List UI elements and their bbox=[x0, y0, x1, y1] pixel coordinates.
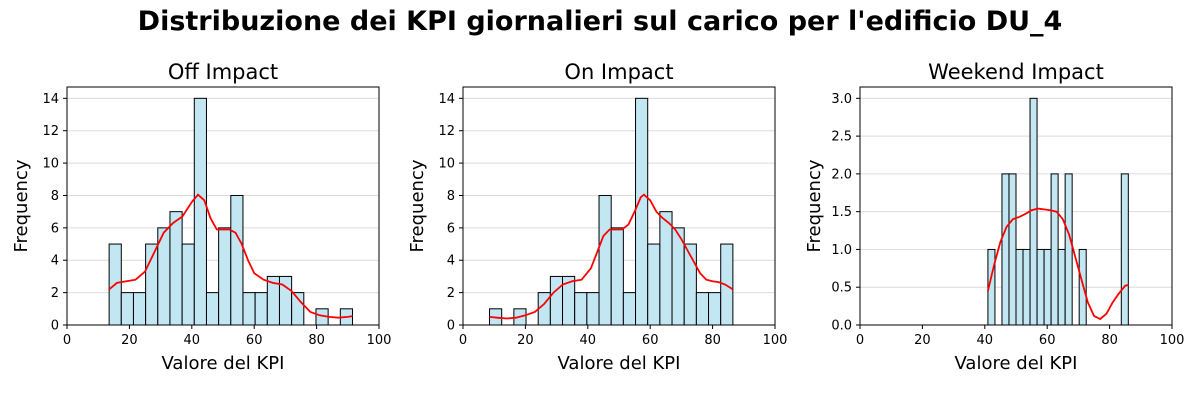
y-tick-label: 10 bbox=[42, 157, 59, 172]
figure-title: Distribuzione dei KPI giornalieri sul ca… bbox=[138, 6, 1063, 37]
histogram-bar bbox=[1001, 173, 1010, 326]
y-tick-label: 1.5 bbox=[831, 205, 852, 220]
histogram-bar bbox=[622, 292, 637, 326]
panel-title: Off Impact bbox=[168, 60, 278, 84]
y-tick-label: 2 bbox=[51, 286, 59, 301]
chart-panel-2: 0 20 40 60 80 100 0 2 4 6 8 10 12 14 On Impact Valore d… bbox=[407, 60, 787, 374]
histogram-bar bbox=[1064, 173, 1073, 326]
y-tick-label: 2 bbox=[447, 286, 455, 301]
x-tick-label: 60 bbox=[1039, 333, 1056, 348]
y-tick-label: 8 bbox=[447, 189, 455, 204]
y-tick-label: 8 bbox=[51, 189, 59, 204]
histogram-bar bbox=[1015, 248, 1024, 326]
chart-panel-1: 0 20 40 60 80 100 0 2 4 6 8 10 12 14 Off Impact Valore … bbox=[11, 60, 391, 374]
y-axis-label: Frequency bbox=[804, 159, 825, 252]
histogram-bar bbox=[586, 292, 600, 326]
x-tick-label: 100 bbox=[763, 333, 788, 348]
x-axis-label: Valore del KPI bbox=[162, 353, 285, 374]
histogram-bar bbox=[635, 97, 649, 326]
kde-line bbox=[489, 193, 734, 320]
histogram-bar bbox=[549, 275, 564, 326]
histogram-bar bbox=[1120, 173, 1129, 326]
histogram-bar bbox=[1022, 248, 1031, 326]
axes-frame bbox=[462, 86, 776, 326]
kde-line bbox=[108, 193, 353, 319]
x-tick-label: 0 bbox=[63, 333, 71, 348]
y-tick-label: 1.0 bbox=[831, 243, 852, 258]
y-tick-label: 6 bbox=[51, 221, 59, 236]
histogram-bar bbox=[659, 211, 673, 326]
y-tick-label: 0.0 bbox=[831, 319, 852, 334]
histogram-bar bbox=[1043, 248, 1052, 326]
x-tick-label: 40 bbox=[977, 333, 994, 348]
histogram-bar bbox=[610, 227, 624, 326]
x-tick-label: 20 bbox=[517, 333, 534, 348]
y-tick-label: 6 bbox=[447, 221, 455, 236]
x-tick-label: 80 bbox=[308, 333, 325, 348]
panel-title: On Impact bbox=[564, 60, 673, 84]
x-tick-label: 80 bbox=[1101, 333, 1118, 348]
axes-frame bbox=[66, 86, 380, 326]
x-tick-label: 60 bbox=[246, 333, 263, 348]
x-tick-label: 40 bbox=[184, 333, 201, 348]
y-tick-label: 12 bbox=[438, 124, 455, 139]
histogram-bar bbox=[230, 194, 244, 326]
y-axis-label: Frequency bbox=[11, 159, 32, 252]
y-tick-label: 2.0 bbox=[831, 167, 852, 182]
x-tick-label: 100 bbox=[1160, 333, 1185, 348]
histogram-bar bbox=[205, 292, 220, 326]
axes-frame bbox=[859, 86, 1173, 326]
x-tick-label: 20 bbox=[914, 333, 931, 348]
histogram-bar bbox=[647, 243, 661, 326]
x-tick-label: 60 bbox=[642, 333, 659, 348]
y-tick-label: 0.5 bbox=[831, 281, 852, 296]
x-tick-label: 0 bbox=[856, 333, 864, 348]
kde-line bbox=[987, 207, 1129, 321]
y-tick-label: 12 bbox=[42, 124, 59, 139]
histogram-bar bbox=[1036, 248, 1045, 326]
y-tick-label: 0 bbox=[51, 319, 59, 334]
y-tick-label: 14 bbox=[438, 92, 455, 107]
histogram-bar bbox=[169, 211, 183, 326]
histogram-bar bbox=[1050, 173, 1059, 326]
x-tick-label: 0 bbox=[459, 333, 467, 348]
histogram-bar bbox=[242, 292, 256, 326]
x-tick-label: 20 bbox=[121, 333, 138, 348]
histogram-bar bbox=[1029, 97, 1038, 326]
y-tick-label: 10 bbox=[438, 157, 455, 172]
histogram-bar bbox=[574, 292, 588, 326]
chart-panel-3: 0 20 40 60 80 100 0.0 0.5 1.0 1.5 2.0 2.5 3.0 Weekend… bbox=[804, 60, 1184, 374]
y-tick-label: 4 bbox=[51, 254, 59, 269]
histogram-bar bbox=[181, 243, 195, 326]
histogram-bar bbox=[1057, 248, 1066, 326]
x-tick-label: 100 bbox=[367, 333, 392, 348]
histogram-bar bbox=[695, 292, 710, 326]
histogram-bar bbox=[132, 292, 147, 326]
y-tick-label: 0 bbox=[447, 319, 455, 334]
x-axis-label: Valore del KPI bbox=[558, 353, 681, 374]
y-axis-label: Frequency bbox=[407, 159, 428, 252]
x-tick-label: 40 bbox=[580, 333, 597, 348]
histogram-bar bbox=[193, 97, 207, 326]
y-tick-label: 3.0 bbox=[831, 92, 852, 107]
x-tick-label: 80 bbox=[704, 333, 721, 348]
histogram-bar bbox=[120, 292, 134, 326]
histogram-bar bbox=[254, 292, 268, 326]
y-tick-label: 4 bbox=[447, 254, 455, 269]
histogram-bar bbox=[598, 194, 612, 326]
x-axis-label: Valore del KPI bbox=[955, 353, 1078, 374]
y-tick-label: 14 bbox=[42, 92, 59, 107]
y-tick-label: 2.5 bbox=[831, 130, 852, 145]
panel-title: Weekend Impact bbox=[928, 60, 1104, 84]
histogram-bar bbox=[1008, 173, 1017, 326]
histogram-bar bbox=[708, 292, 722, 326]
histogram-bar bbox=[218, 227, 232, 326]
